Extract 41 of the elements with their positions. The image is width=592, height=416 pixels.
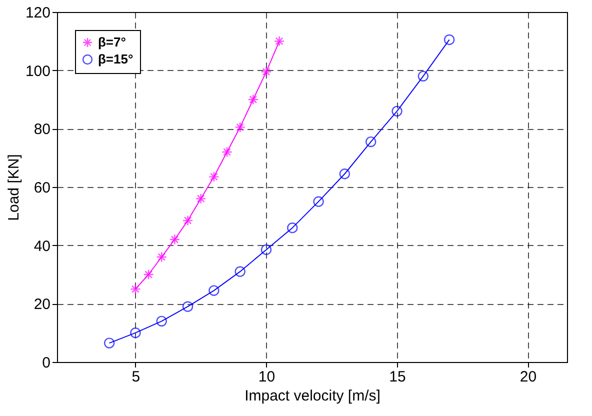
point <box>130 284 141 294</box>
point <box>339 168 350 180</box>
point <box>222 146 232 158</box>
point <box>208 171 220 182</box>
point <box>234 266 246 277</box>
point <box>287 222 298 234</box>
y-tick-label: 120 <box>25 4 50 22</box>
point <box>169 234 180 245</box>
point <box>444 34 455 46</box>
legend-label: β=15° <box>98 52 134 66</box>
point <box>130 328 141 338</box>
point <box>418 70 428 82</box>
y-axis-title: Load [KN] <box>5 154 22 221</box>
point <box>248 94 258 105</box>
y-tick-label: 60 <box>34 180 50 196</box>
point <box>392 106 402 116</box>
x-tick-label: 15 <box>389 368 406 386</box>
x-tick-label: 20 <box>520 368 537 386</box>
x-tick-label: 5 <box>132 368 140 386</box>
point <box>156 316 167 326</box>
x-axis-title: Impact velocity [m/s] <box>244 388 380 404</box>
point <box>260 244 272 256</box>
point <box>156 252 167 262</box>
y-tick-label: 80 <box>34 121 50 138</box>
point <box>234 122 246 133</box>
point <box>182 301 194 312</box>
y-tick-label: 20 <box>34 296 50 314</box>
point <box>104 338 115 348</box>
point <box>313 196 324 207</box>
point <box>143 269 154 280</box>
legend-label: β=7° <box>98 34 126 50</box>
point <box>274 36 285 47</box>
point <box>260 66 272 78</box>
point <box>366 136 376 148</box>
y-tick-label: 40 <box>34 238 50 255</box>
point <box>182 215 194 226</box>
point <box>208 285 220 296</box>
y-tick-label: 0 <box>42 354 50 372</box>
x-tick-label: 10 <box>258 368 276 386</box>
point <box>196 193 206 204</box>
y-tick-label: 100 <box>25 62 50 80</box>
